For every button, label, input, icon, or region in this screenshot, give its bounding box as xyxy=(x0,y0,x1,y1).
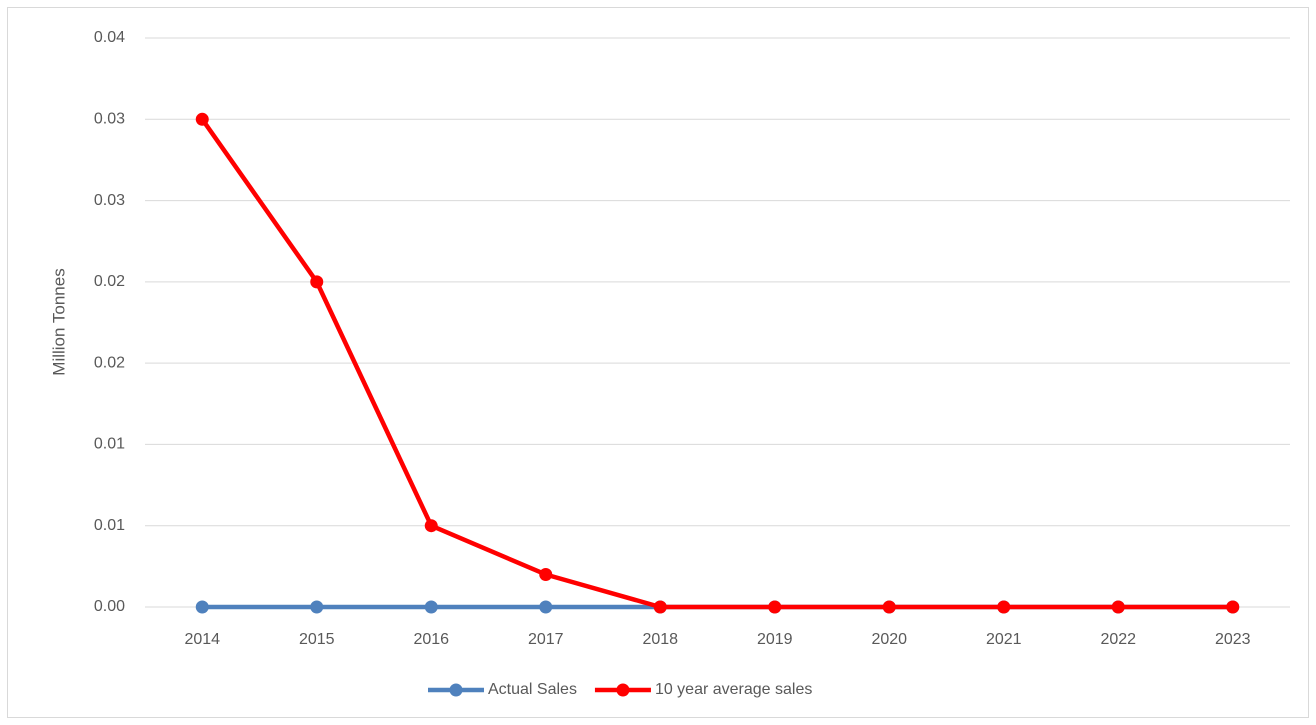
series-marker xyxy=(310,275,324,289)
series-marker xyxy=(653,600,667,614)
series-marker xyxy=(310,600,324,614)
series-marker xyxy=(424,519,438,533)
series-marker xyxy=(1111,600,1125,614)
x-tick-label: 2023 xyxy=(1215,631,1251,648)
x-tick-label: 2021 xyxy=(986,631,1022,648)
y-tick-label: 0.01 xyxy=(94,436,125,453)
y-tick-label: 0.03 xyxy=(94,192,125,209)
series-marker xyxy=(195,112,209,126)
series-marker xyxy=(768,600,782,614)
x-tick-label: 2019 xyxy=(757,631,793,648)
series-marker xyxy=(195,600,209,614)
series-marker xyxy=(997,600,1011,614)
legend-label: Actual Sales xyxy=(488,681,577,698)
series-marker xyxy=(1226,600,1240,614)
x-tick-label: 2018 xyxy=(642,631,678,648)
x-tick-label: 2014 xyxy=(184,631,220,648)
x-tick-label: 2015 xyxy=(299,631,335,648)
y-tick-label: 0.01 xyxy=(94,517,125,534)
x-tick-label: 2016 xyxy=(413,631,449,648)
y-tick-label: 0.00 xyxy=(94,598,125,615)
x-tick-label: 2020 xyxy=(871,631,907,648)
x-tick-label: 2017 xyxy=(528,631,564,648)
y-tick-label: 0.02 xyxy=(94,273,125,290)
legend-swatch-marker xyxy=(449,683,463,697)
y-tick-label: 0.04 xyxy=(94,29,125,46)
x-tick-label: 2022 xyxy=(1100,631,1136,648)
series-marker xyxy=(882,600,896,614)
series-marker xyxy=(424,600,438,614)
series-marker xyxy=(539,567,553,581)
legend-label: 10 year average sales xyxy=(655,681,812,698)
chart-border xyxy=(7,7,1309,718)
y-tick-label: 0.02 xyxy=(94,354,125,371)
y-axis-title: Million Tonnes xyxy=(49,268,68,375)
series-marker xyxy=(539,600,553,614)
series-line xyxy=(200,117,1233,610)
y-tick-label: 0.03 xyxy=(94,111,125,128)
legend-swatch-marker xyxy=(616,683,630,697)
